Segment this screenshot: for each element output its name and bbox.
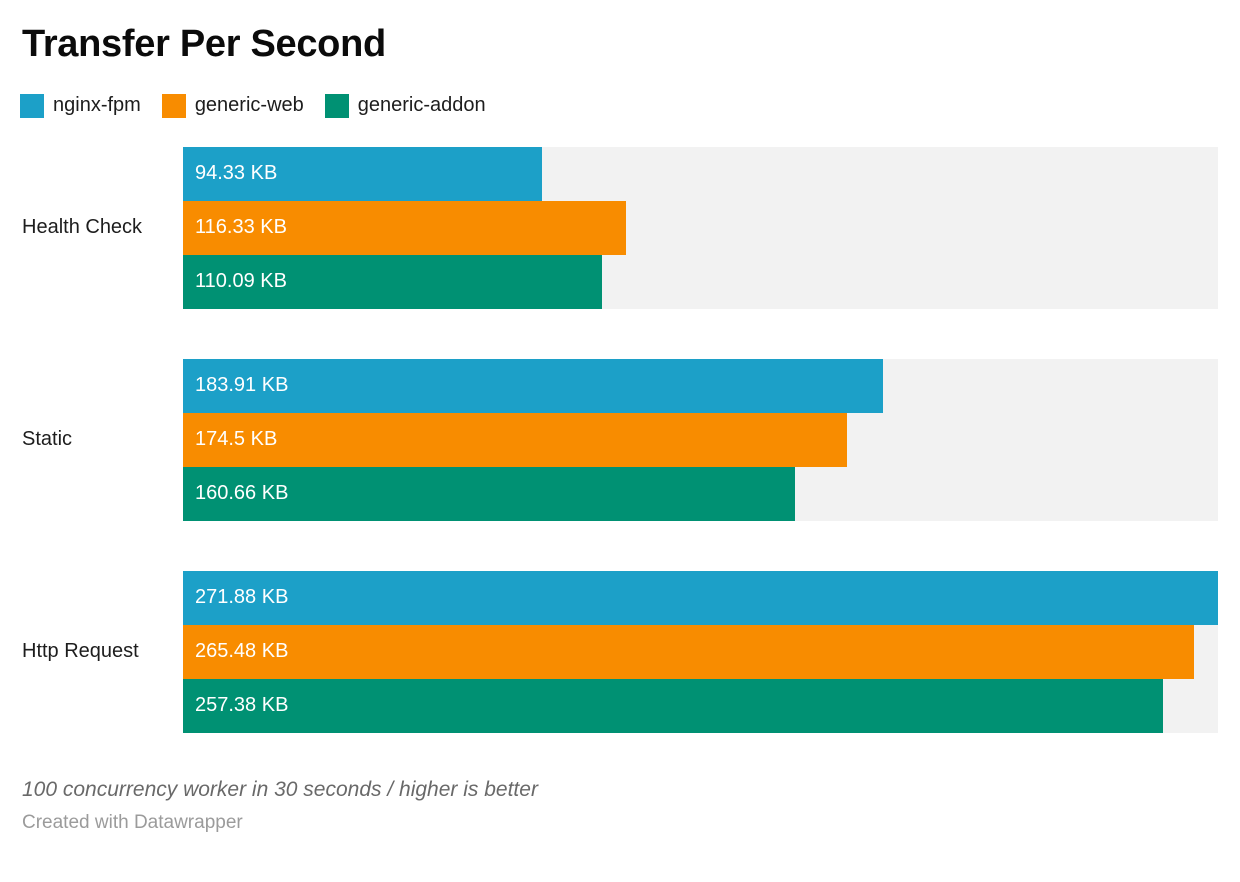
bar-row: 174.5 KB: [183, 412, 1218, 467]
legend-swatch-generic-addon: [324, 93, 349, 118]
legend-swatch-nginx-fpm: [20, 93, 44, 118]
bar-value-label: 94.33 KB: [195, 162, 278, 185]
category-label: Static: [22, 428, 73, 451]
bar-row: 110.09 KB: [183, 254, 1218, 309]
bar-value-label: 257.38 KB: [195, 694, 289, 717]
bar-nginx-fpm-static: 183.91 KB: [183, 358, 884, 413]
legend-item-generic-addon: generic-addon: [324, 93, 486, 118]
bar-value-label: 116.33 KB: [195, 216, 287, 239]
legend-label: nginx-fpm: [53, 94, 141, 117]
bar-nginx-fpm-health-check: 94.33 KB: [183, 146, 543, 201]
bar-row: 265.48 KB: [183, 624, 1218, 679]
legend-item-generic-web: generic-web: [161, 93, 304, 118]
bar-value-label: 265.48 KB: [195, 640, 289, 663]
bar-value-label: 174.5 KB: [195, 428, 278, 451]
chart-title: Transfer Per Second: [22, 23, 386, 65]
bar-track: 183.91 KB 174.5 KB 160.66 KB: [183, 358, 1218, 521]
bar-row: 183.91 KB: [183, 358, 1218, 413]
bar-generic-addon-static: 160.66 KB: [183, 466, 795, 521]
bar-row: 257.38 KB: [183, 678, 1218, 733]
bar-row: 160.66 KB: [183, 466, 1218, 521]
legend: nginx-fpm generic-web generic-addon: [20, 93, 1240, 118]
bar-value-label: 110.09 KB: [195, 270, 287, 293]
bar-track: 271.88 KB 265.48 KB 257.38 KB: [183, 570, 1218, 733]
bar-value-label: 160.66 KB: [195, 482, 289, 505]
legend-item-nginx-fpm: nginx-fpm: [20, 93, 141, 118]
bar-generic-addon-health-check: 110.09 KB: [183, 254, 603, 309]
legend-label: generic-addon: [357, 94, 486, 117]
bar-value-label: 271.88 KB: [195, 586, 289, 609]
chart-card: Transfer Per Second nginx-fpm generic-web…: [0, 22, 1240, 834]
bar-group-http-request: Http Request 271.88 KB 265.48 KB 257.38 KB: [0, 570, 1240, 733]
bar-row: 94.33 KB: [183, 146, 1218, 201]
datawrapper-attribution-link[interactable]: Created with Datawrapper: [22, 811, 243, 833]
bar-row: 116.33 KB: [183, 200, 1218, 255]
bar-generic-web-http-request: 265.48 KB: [183, 624, 1194, 679]
bar-value-label: 183.91 KB: [195, 374, 289, 397]
bar-group-health-check: Health Check 94.33 KB 116.33 KB 110.09 KB: [0, 146, 1240, 309]
bar-row: 271.88 KB: [183, 570, 1218, 625]
category-label: Http Request: [22, 640, 139, 663]
bar-track: 94.33 KB 116.33 KB 110.09 KB: [183, 146, 1218, 309]
bar-generic-addon-http-request: 257.38 KB: [183, 678, 1163, 733]
bar-nginx-fpm-http-request: 271.88 KB: [183, 570, 1218, 625]
footer-note: 100 concurrency worker in 30 seconds / h…: [22, 777, 538, 801]
bar-group-static: Static 183.91 KB 174.5 KB 160.66 KB: [0, 358, 1240, 521]
legend-swatch-generic-web: [161, 93, 186, 118]
bar-generic-web-static: 174.5 KB: [183, 412, 848, 467]
category-label: Health Check: [22, 216, 143, 239]
plot-area: Health Check 94.33 KB 116.33 KB 110.09 KB St…: [0, 146, 1240, 733]
bar-generic-web-health-check: 116.33 KB: [183, 200, 626, 255]
legend-label: generic-web: [194, 94, 304, 117]
